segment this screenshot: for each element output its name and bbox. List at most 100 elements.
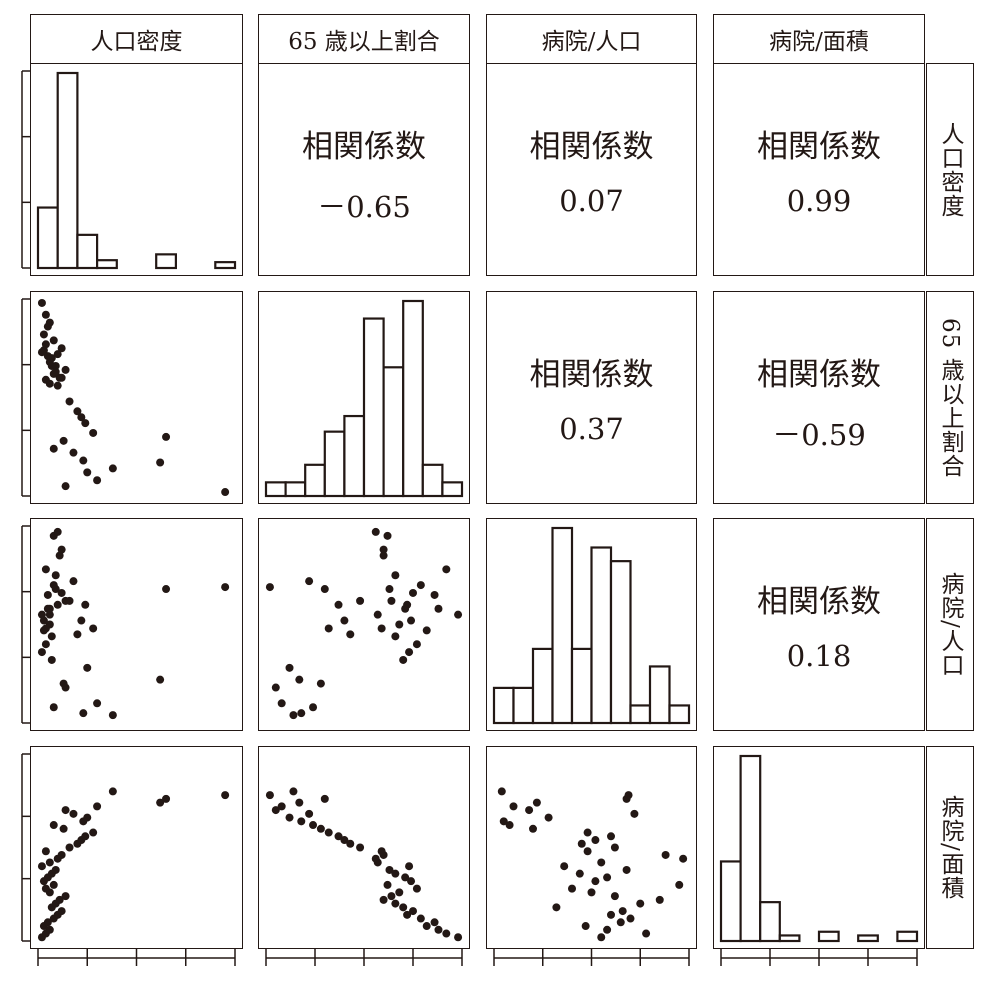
scatter-point xyxy=(53,350,62,359)
correlation-value: 0.18 xyxy=(786,639,852,673)
scatter-point xyxy=(43,590,52,599)
strip-label: 65 歳以上割合 xyxy=(937,317,963,478)
scatter-point xyxy=(156,798,165,807)
histogram-bar xyxy=(609,560,632,725)
scatter-point xyxy=(591,836,600,845)
panel-1-0 xyxy=(30,291,243,504)
scatter-point xyxy=(45,925,54,934)
scatter-point xyxy=(383,531,392,540)
scatter-point xyxy=(340,836,349,845)
scatter-point xyxy=(320,585,329,594)
scatter-point xyxy=(59,436,68,445)
histogram-bar xyxy=(214,261,237,270)
scatter-point xyxy=(89,428,98,437)
scatter-point xyxy=(407,877,416,886)
column-strip-population-density: 人口密度 xyxy=(30,14,243,64)
column-strip-hospital-per-pop: 病院/人口 xyxy=(486,14,697,64)
scatter-point xyxy=(221,583,230,592)
scatter-point xyxy=(587,888,596,897)
scatter-point xyxy=(622,865,631,874)
histogram-bar xyxy=(402,299,424,498)
scatter-point xyxy=(395,620,404,629)
scatter-point xyxy=(305,809,314,818)
scatter-point xyxy=(271,683,280,692)
scatter-point xyxy=(603,925,612,934)
scatter-point xyxy=(277,699,286,708)
column-strip-hospital-per-area: 病院/面積 xyxy=(713,14,925,64)
scatter-point xyxy=(324,828,333,837)
histogram-bar xyxy=(95,259,118,270)
histogram-bar xyxy=(648,665,671,725)
scatter-point xyxy=(57,373,66,382)
correlation-cell: 相関係数 －0.59 xyxy=(713,349,925,454)
scatter-point xyxy=(81,600,90,609)
scatter-point xyxy=(416,581,425,590)
scatter-point xyxy=(577,839,586,848)
scatter-point xyxy=(61,892,70,901)
scatter-point xyxy=(434,604,443,613)
histogram-bar xyxy=(284,481,307,498)
scatter-point xyxy=(47,361,56,370)
scatter-point xyxy=(597,858,606,867)
scatter-point xyxy=(603,873,612,882)
histogram-bar xyxy=(551,526,574,725)
strip-label: 病院/面積 xyxy=(769,29,869,55)
correlation-label: 相関係数 xyxy=(529,357,654,393)
histogram-bar xyxy=(531,647,554,725)
scatter-point xyxy=(529,824,537,833)
scatter-point xyxy=(51,571,60,580)
scatter-point xyxy=(568,884,576,893)
scatter-point xyxy=(83,468,92,477)
scatter-point xyxy=(39,616,48,625)
scatter-point xyxy=(371,854,380,863)
scatter-point xyxy=(305,577,314,586)
scatter-point xyxy=(65,596,74,605)
scatter-point xyxy=(583,828,592,837)
scatter-point xyxy=(41,310,50,319)
correlation-value: －0.59 xyxy=(772,418,866,452)
scatter-point xyxy=(65,843,74,852)
histogram-bar xyxy=(570,647,593,725)
scatter-point xyxy=(43,352,52,361)
scatter-point xyxy=(399,903,408,912)
scatter-point xyxy=(391,632,400,641)
histogram-bar xyxy=(590,546,613,725)
histogram-bar xyxy=(896,930,919,943)
histogram-bar xyxy=(739,754,762,943)
scatter-point xyxy=(454,933,463,942)
scatter-point xyxy=(618,907,627,916)
scatter-point xyxy=(630,809,639,818)
scatter-point xyxy=(626,914,635,923)
scatter-point xyxy=(407,616,416,625)
scatter-point xyxy=(442,929,451,938)
scatter-point xyxy=(405,648,414,657)
scatter-point xyxy=(387,892,396,901)
scatter-point xyxy=(51,585,60,594)
scatter-point xyxy=(45,610,54,619)
correlation-value: 0.37 xyxy=(559,412,624,446)
scatter-point xyxy=(57,588,66,597)
scatter-point xyxy=(53,527,62,536)
scatter-point xyxy=(285,663,294,672)
histogram-bar xyxy=(421,463,444,498)
scatter-point xyxy=(295,675,304,684)
scatter-point xyxy=(81,419,90,428)
scatter-point xyxy=(57,907,66,916)
scatter-point xyxy=(221,791,230,800)
strip-label: 病院/面積 xyxy=(937,795,963,900)
scatter-point xyxy=(309,821,318,830)
scatter-point xyxy=(583,847,592,856)
scatter-point xyxy=(320,794,329,803)
scatter-point xyxy=(416,914,425,923)
scatter-point xyxy=(79,709,88,718)
scatter-point xyxy=(57,344,66,353)
correlation-label: 相関係数 xyxy=(302,129,426,165)
scatter-point xyxy=(79,456,88,465)
scatter-point xyxy=(41,624,50,633)
scatter-point xyxy=(53,600,62,609)
scatter-point xyxy=(39,330,48,339)
scatter-point xyxy=(383,880,392,889)
scatter-point xyxy=(65,397,74,406)
